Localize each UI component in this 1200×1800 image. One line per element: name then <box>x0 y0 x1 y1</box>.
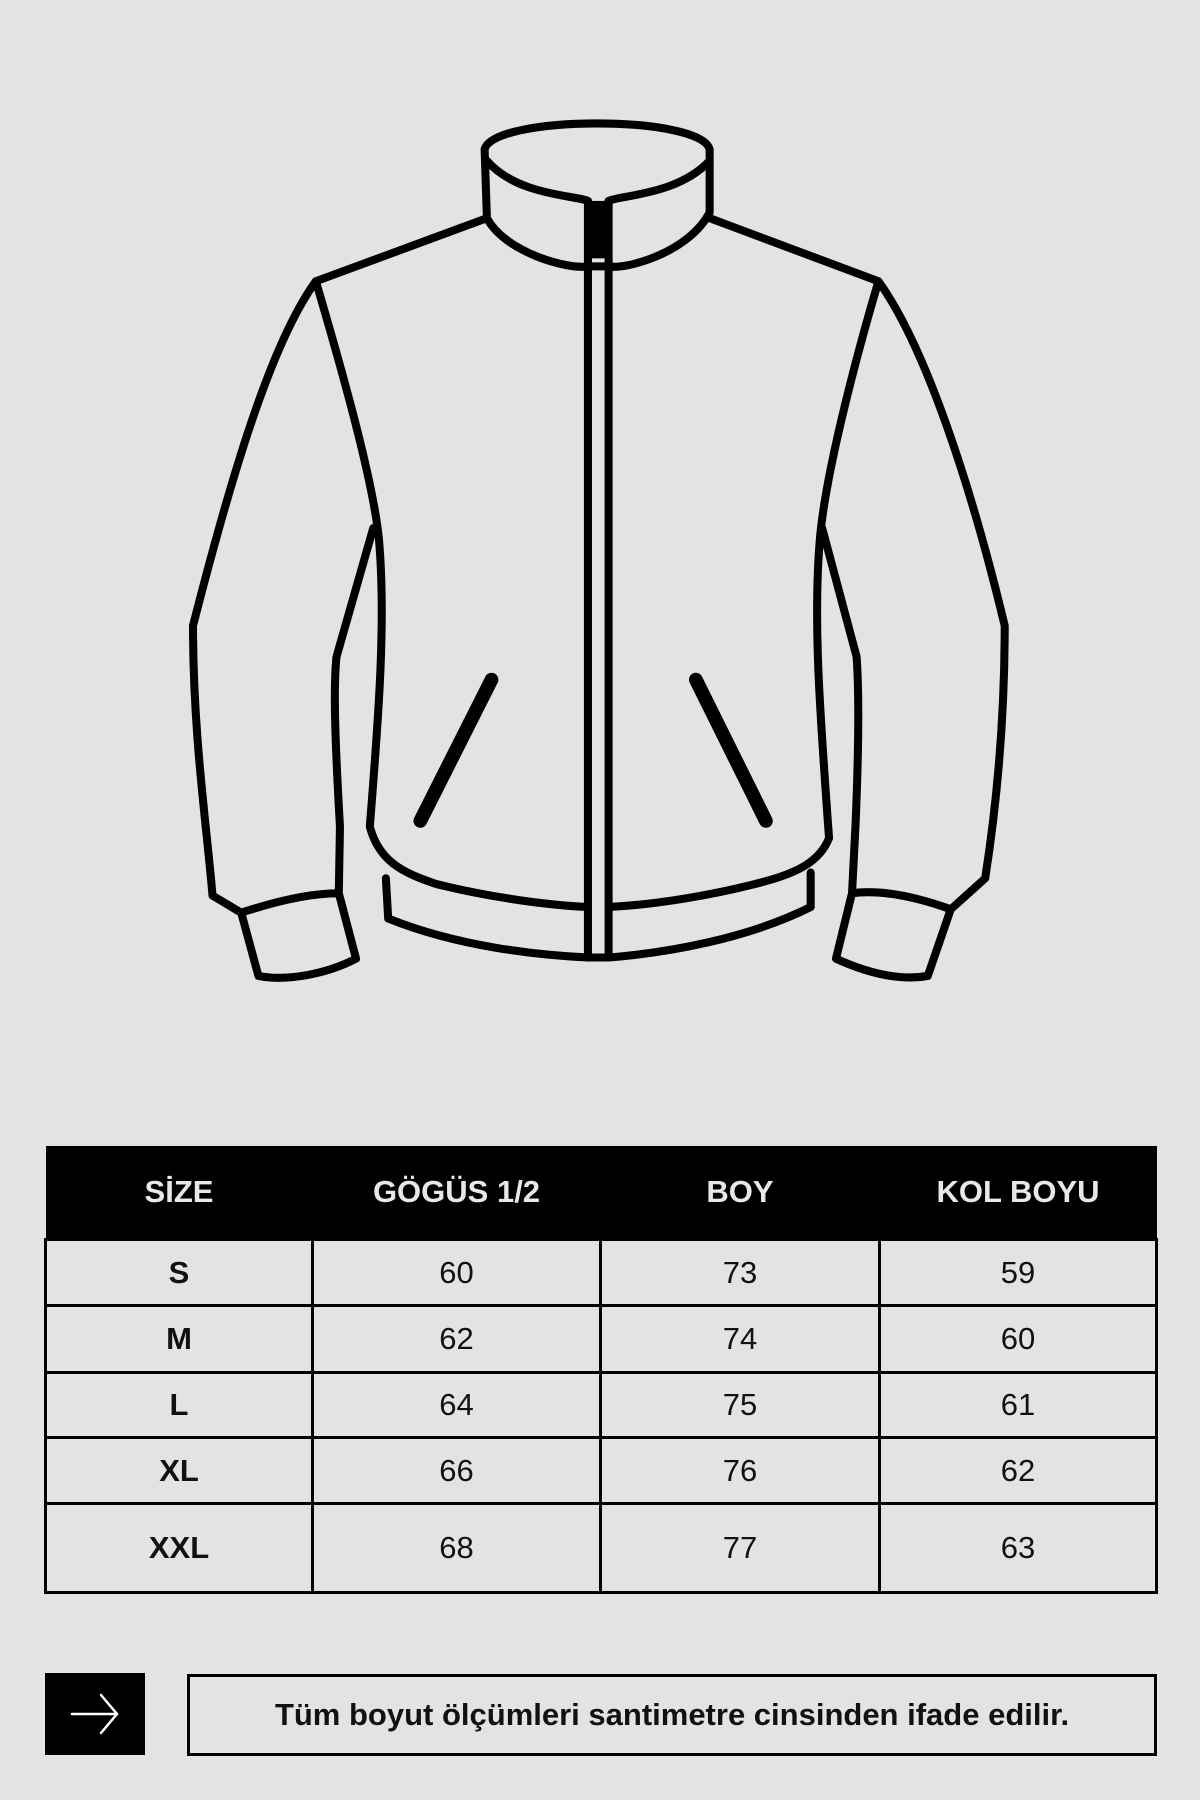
jacket-right-body <box>604 214 883 912</box>
measurement-note-text: Tüm boyut ölçümleri santimetre cinsinden… <box>274 1697 1070 1732</box>
table-row: XL 66 76 62 <box>44 1436 1158 1505</box>
left-cuff-line <box>237 889 343 917</box>
header-size: SİZE <box>45 1146 313 1240</box>
sleeve-cell: 62 <box>878 1436 1158 1505</box>
collar <box>480 119 714 271</box>
sleeve-cell: 59 <box>878 1238 1158 1307</box>
length-cell: 73 <box>599 1238 881 1307</box>
header-sleeve-length: KOL BOYU <box>879 1146 1157 1240</box>
left-pocket <box>413 672 499 828</box>
sleeve-cell: 60 <box>878 1304 1158 1374</box>
length-cell: 77 <box>599 1502 881 1594</box>
header-length: BOY <box>600 1146 880 1240</box>
jacket-left-body <box>311 214 592 912</box>
size-cell: XXL <box>44 1502 314 1594</box>
chest-cell: 64 <box>311 1371 602 1439</box>
size-table: SİZE GÖGÜS 1/2 BOY KOL BOYU S 60 73 59 M… <box>44 1146 1158 1594</box>
table-row: M 62 74 60 <box>44 1304 1158 1374</box>
size-cell: S <box>44 1238 314 1307</box>
right-sleeve <box>818 277 1009 982</box>
jacket-illustration <box>188 119 1009 982</box>
table-row: XXL 68 77 63 <box>44 1502 1158 1594</box>
size-cell: XL <box>44 1436 314 1505</box>
collar-inner <box>482 156 714 205</box>
sleeve-cell: 61 <box>878 1371 1158 1439</box>
table-header-row: SİZE GÖGÜS 1/2 BOY KOL BOYU <box>45 1146 1157 1240</box>
sleeve-cell: 63 <box>878 1502 1158 1594</box>
waistband <box>381 868 815 962</box>
length-cell: 76 <box>599 1436 881 1505</box>
right-pocket <box>688 672 773 828</box>
size-cell: L <box>44 1371 314 1439</box>
length-cell: 75 <box>599 1371 881 1439</box>
arrow-box <box>45 1673 145 1755</box>
table-row: L 64 75 61 <box>44 1371 1158 1439</box>
chest-cell: 62 <box>311 1304 602 1374</box>
arrow-right-icon <box>70 1693 119 1735</box>
measurement-note: Tüm boyut ölçümleri santimetre cinsinden… <box>187 1674 1157 1756</box>
left-sleeve <box>188 277 378 982</box>
chest-cell: 60 <box>311 1238 602 1307</box>
header-chest: GÖGÜS 1/2 <box>312 1146 601 1240</box>
chest-cell: 66 <box>311 1436 602 1505</box>
size-cell: M <box>44 1304 314 1374</box>
table-row: S 60 73 59 <box>44 1238 1158 1307</box>
zipper <box>583 196 613 962</box>
length-cell: 74 <box>599 1304 881 1374</box>
chest-cell: 68 <box>311 1502 602 1594</box>
right-cuff-line <box>847 888 955 914</box>
